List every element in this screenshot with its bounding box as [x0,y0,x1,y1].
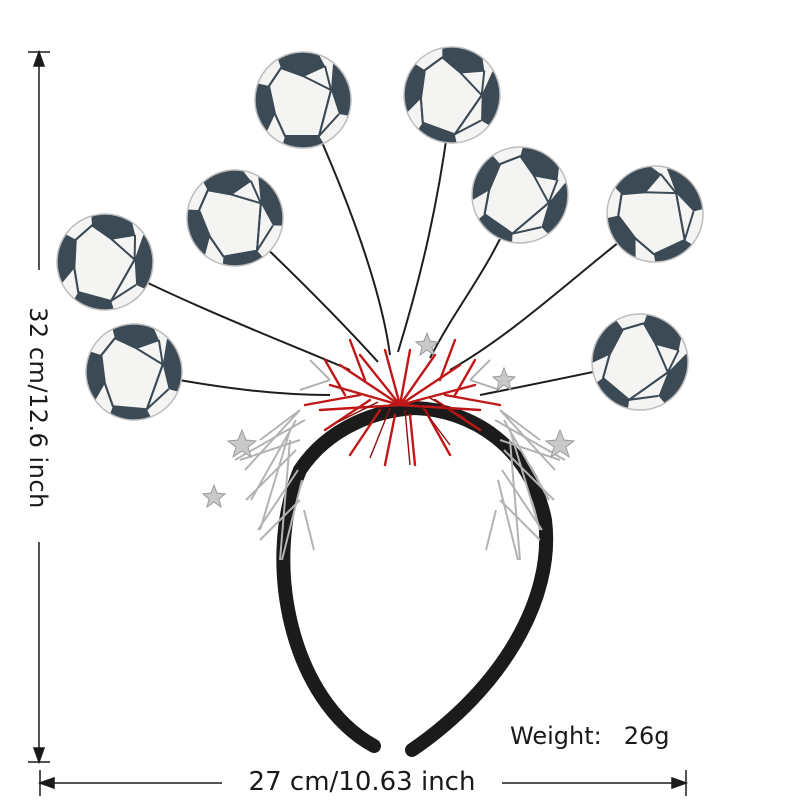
soccer-ball-3 [165,149,302,286]
width-dimension-label: 27 cm/10.63 inch [248,767,476,797]
height-dimension-label: 32 cm/12.6 inch [24,307,52,509]
height-dimension-line [28,49,50,765]
soccer-ball-5 [32,189,177,334]
red-tinsel [303,338,502,467]
width-dimension-line [37,770,689,796]
star-decorations [201,331,576,509]
soccer-ball-1 [243,40,361,158]
soccer-ball-2 [376,18,527,169]
soccer-ball-8 [557,277,723,443]
headband [276,400,554,757]
soccer-ball-6 [575,135,732,292]
silver-tinsel [234,359,566,561]
wire-stems [104,94,656,396]
weight-value: 26g [623,722,670,750]
weight-label: Weight: [510,722,602,750]
red-tinsel-shadow [337,397,466,466]
soccer-ball-7 [69,307,197,435]
weight-spec: Weight: 26g [510,722,669,750]
